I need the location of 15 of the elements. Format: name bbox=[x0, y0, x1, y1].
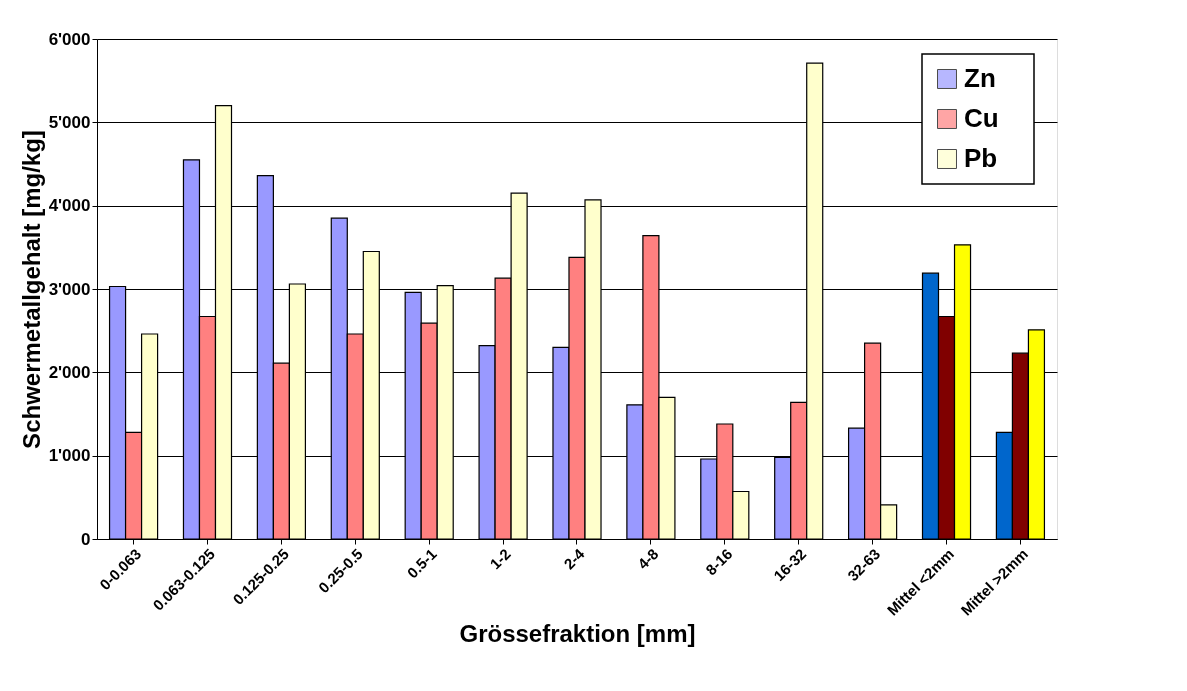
y-tick-label: 2'000 bbox=[48, 362, 91, 382]
y-tick-label: 3'000 bbox=[48, 279, 91, 299]
y-axis-title: Schwermetallgehalt [mg/kg] bbox=[17, 130, 45, 449]
y-tick-label: 4'000 bbox=[48, 196, 91, 216]
x-axis-title: Grössefraktion [mm] bbox=[459, 619, 696, 647]
y-tick-label: 0 bbox=[81, 529, 91, 549]
x-tick-label: 1-2 bbox=[486, 545, 514, 573]
x-tick-label: 4-8 bbox=[634, 545, 662, 573]
y-tick-label: 6'000 bbox=[48, 29, 91, 49]
legend-label: Cu bbox=[964, 103, 999, 133]
legend-label: Pb bbox=[964, 143, 998, 173]
legend-label: Zn bbox=[964, 63, 996, 93]
y-tick-label: 1'000 bbox=[48, 446, 91, 466]
y-tick-label: 5'000 bbox=[48, 112, 91, 132]
x-tick-label: 2-4 bbox=[560, 544, 589, 573]
